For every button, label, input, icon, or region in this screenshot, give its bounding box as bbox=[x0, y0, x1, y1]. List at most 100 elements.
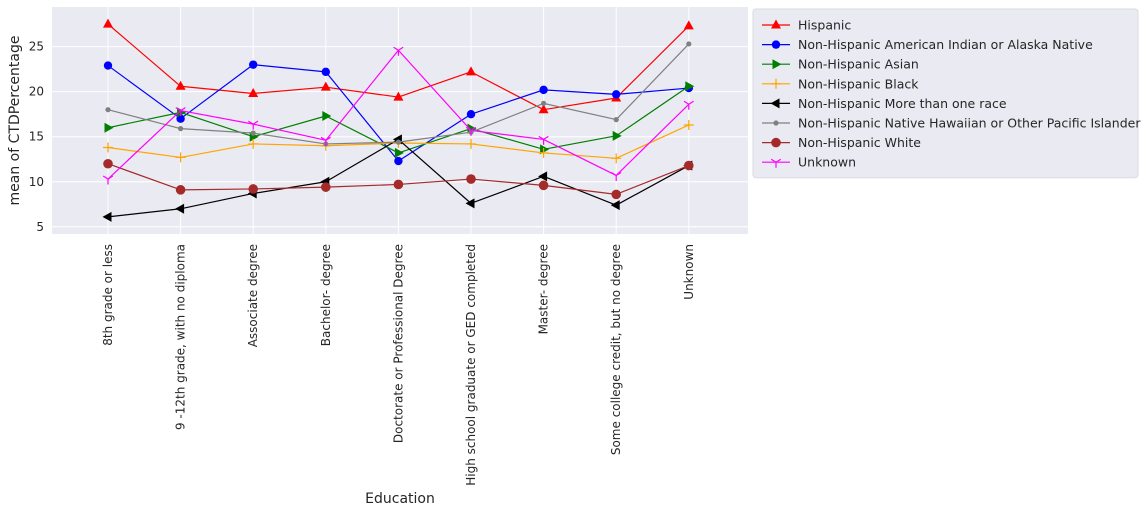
data-point bbox=[611, 153, 622, 164]
legend-entry: Non-Hispanic More than one race bbox=[762, 96, 1007, 111]
data-point bbox=[538, 147, 549, 158]
data-point bbox=[103, 142, 113, 153]
legend-frame bbox=[752, 8, 1139, 179]
x-tick-label: Bachelor- degree bbox=[319, 244, 333, 346]
data-point bbox=[178, 126, 184, 132]
x-axis-ticks: 8th grade or less 9 -12th grade, with no … bbox=[101, 244, 696, 486]
legend-marker bbox=[771, 40, 781, 49]
legend-label: Non-Hispanic American Indian or Alaska N… bbox=[798, 37, 1093, 52]
data-point bbox=[465, 198, 475, 209]
data-point bbox=[612, 90, 621, 99]
data-point bbox=[103, 158, 113, 169]
data-point bbox=[320, 81, 331, 91]
data-point bbox=[248, 184, 258, 194]
x-tick-label: Master- degree bbox=[537, 244, 551, 334]
data-point bbox=[102, 211, 112, 222]
data-point bbox=[103, 61, 113, 70]
data-point bbox=[539, 85, 548, 95]
plot-area bbox=[52, 7, 748, 234]
data-point bbox=[393, 91, 404, 101]
y-tick-label: 20 bbox=[29, 85, 44, 99]
y-tick-label: 15 bbox=[29, 130, 44, 144]
x-tick-label: High school graduate or GED completed bbox=[464, 244, 478, 486]
data-point bbox=[540, 144, 550, 155]
legend-label: Unknown bbox=[798, 155, 856, 170]
data-point bbox=[320, 136, 331, 146]
data-point bbox=[175, 203, 185, 214]
data-point bbox=[612, 130, 622, 141]
legend-entry: Non-Hispanic Native Hawaiian or Other Pa… bbox=[762, 116, 1141, 131]
data-point bbox=[104, 122, 114, 133]
data-point bbox=[393, 179, 404, 190]
series-6 bbox=[103, 158, 694, 200]
legend-entry: Hispanic bbox=[762, 18, 851, 33]
series-5 bbox=[105, 41, 692, 147]
legend-label: Non-Hispanic White bbox=[798, 135, 921, 150]
data-point bbox=[175, 80, 186, 90]
data-point bbox=[393, 46, 404, 56]
series-7 bbox=[102, 46, 694, 185]
legend-label: Non-Hispanic Black bbox=[798, 76, 919, 91]
legend-marker bbox=[771, 19, 781, 29]
data-point bbox=[322, 110, 332, 121]
data-point bbox=[175, 152, 186, 163]
legend-marker bbox=[770, 98, 780, 109]
data-point bbox=[175, 185, 186, 195]
data-point bbox=[321, 67, 330, 77]
y-tick-label: 25 bbox=[29, 40, 44, 54]
data-point bbox=[538, 104, 549, 114]
series-layer bbox=[102, 18, 695, 222]
data-point bbox=[465, 126, 477, 136]
y-axis-ticks: 5 10 15 20 25 bbox=[29, 40, 44, 234]
data-point bbox=[250, 130, 256, 136]
data-point bbox=[466, 138, 476, 149]
data-point bbox=[684, 160, 694, 171]
y-axis-label: mean of CTDPercentage bbox=[7, 36, 23, 206]
data-point bbox=[683, 100, 694, 110]
x-tick-label: Associate degree bbox=[246, 244, 260, 347]
data-point bbox=[466, 66, 476, 76]
x-tick-label: 8th grade or less bbox=[101, 244, 115, 346]
legend-entry: Non-Hispanic White bbox=[762, 135, 921, 150]
legend-marker bbox=[773, 120, 779, 126]
x-tick-label: 9 -12th grade, with no diploma bbox=[174, 244, 188, 430]
data-point bbox=[613, 116, 619, 123]
legend-label: Hispanic bbox=[798, 18, 851, 33]
legend-label: Non-Hispanic More than one race bbox=[798, 96, 1007, 111]
data-point bbox=[610, 200, 620, 211]
x-tick-label: Doctorate or Professional Degree bbox=[391, 244, 405, 443]
data-point bbox=[105, 107, 111, 113]
data-point bbox=[466, 174, 476, 184]
x-tick-label: Unknown bbox=[682, 244, 696, 300]
data-point bbox=[683, 20, 694, 30]
y-tick-label: 5 bbox=[36, 220, 44, 234]
data-point bbox=[538, 180, 549, 191]
x-axis-label: Education bbox=[365, 491, 435, 507]
legend-marker bbox=[770, 158, 782, 168]
data-point bbox=[175, 107, 186, 117]
legend-entry: Non-Hispanic Black bbox=[762, 76, 919, 91]
legend-marker bbox=[771, 78, 781, 89]
data-point bbox=[103, 18, 113, 28]
data-point bbox=[248, 138, 259, 149]
legend-entry: Non-Hispanic American Indian or Alaska N… bbox=[762, 37, 1093, 52]
data-point bbox=[611, 189, 621, 200]
legend-entry: Unknown bbox=[762, 155, 856, 170]
data-point bbox=[248, 120, 259, 130]
legend-label: Non-Hispanic Asian bbox=[798, 57, 919, 72]
series-0 bbox=[103, 18, 694, 114]
data-point bbox=[248, 87, 259, 97]
data-point bbox=[538, 171, 548, 182]
data-point bbox=[321, 182, 331, 192]
data-point bbox=[686, 41, 692, 47]
data-point bbox=[102, 175, 114, 185]
data-point bbox=[466, 109, 476, 119]
data-point bbox=[541, 100, 547, 106]
legend-marker bbox=[771, 137, 781, 148]
data-point bbox=[394, 147, 404, 158]
legend-label: Non-Hispanic Native Hawaiian or Other Pa… bbox=[798, 116, 1141, 131]
x-tick-label: Some college credit, but no degree bbox=[609, 244, 623, 455]
legend-marker bbox=[772, 59, 782, 70]
data-point bbox=[395, 139, 401, 145]
